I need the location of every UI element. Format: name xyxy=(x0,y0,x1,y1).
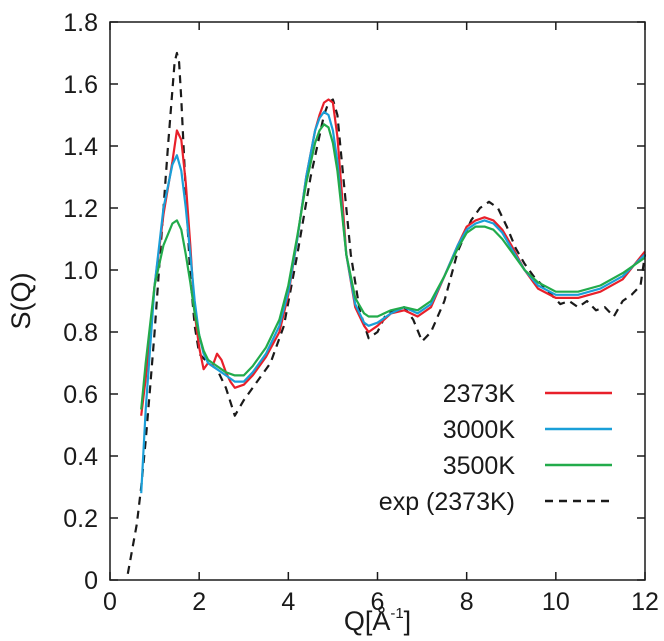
y-axis-ticks: 0 0.2 0.4 0.6 0.8 1.0 1.2 1.4 1.6 1.8 xyxy=(63,9,645,595)
y-tick-label: 1.8 xyxy=(63,9,98,37)
y-tick-label: 0.8 xyxy=(63,319,98,347)
series-line-3500k xyxy=(140,123,646,410)
legend-label: 2373K xyxy=(443,380,516,408)
x-tick-label: 8 xyxy=(460,588,474,616)
x-tick-label: 4 xyxy=(281,588,295,616)
y-tick-label: 0.4 xyxy=(63,443,98,471)
legend-label: 3000K xyxy=(443,416,516,444)
x-tick-label: 10 xyxy=(542,588,570,616)
legend-label: exp (2373K) xyxy=(379,488,515,516)
x-tick-label: 6 xyxy=(371,588,385,616)
y-tick-label: 1.4 xyxy=(63,133,98,161)
plot-lines xyxy=(126,51,647,574)
series-line-3000k xyxy=(140,110,646,494)
x-tick-label: 2 xyxy=(192,588,206,616)
y-tick-label: 1.6 xyxy=(63,71,98,99)
y-tick-label: 0 xyxy=(84,567,98,595)
legend-label: 3500K xyxy=(443,452,516,480)
x-axis-label: Q[Å-1] xyxy=(344,605,411,636)
y-axis-label: S(Q) xyxy=(6,273,36,330)
y-tick-label: 1.0 xyxy=(63,257,98,285)
x-axis-ticks: 0 2 4 6 8 10 12 xyxy=(103,22,659,616)
x-tick-label: 0 xyxy=(103,588,117,616)
x-axis-label-close: ] xyxy=(404,606,412,636)
x-axis-label-superscript: -1 xyxy=(390,605,403,622)
x-axis-label-main: Q[Å xyxy=(344,605,391,636)
y-tick-label: 0.2 xyxy=(63,505,98,533)
y-tick-label: 1.2 xyxy=(63,195,98,223)
legend: 2373K 3000K 3500K exp (2373K) xyxy=(379,380,612,516)
plot-frame xyxy=(109,21,646,581)
y-tick-label: 0.6 xyxy=(63,381,98,409)
x-tick-label: 12 xyxy=(631,588,659,616)
